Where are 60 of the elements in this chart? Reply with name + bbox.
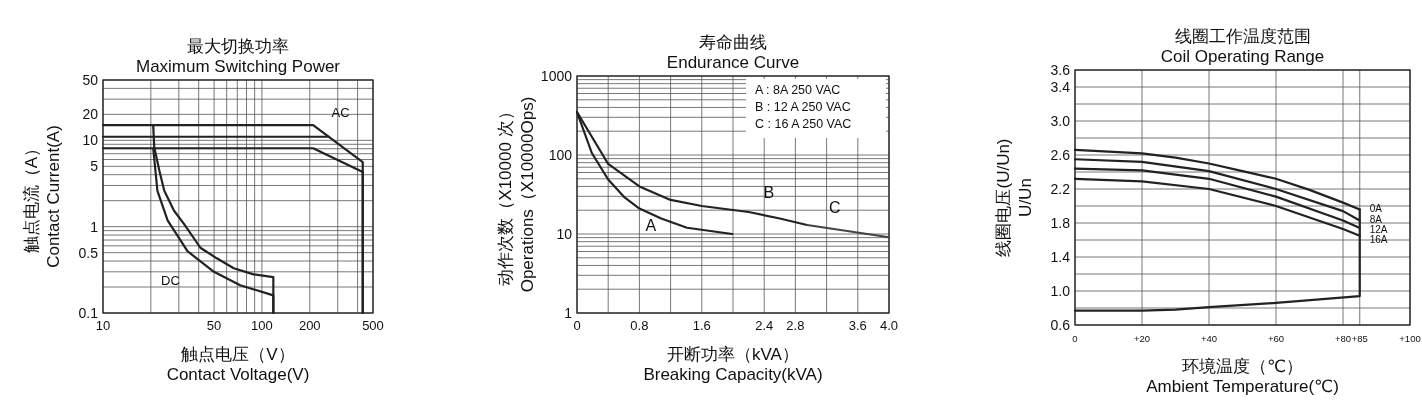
x-tick-label: 0.8 xyxy=(630,318,649,333)
y-tick-label: 1000 xyxy=(540,68,573,84)
y-tick-label: 3.0 xyxy=(1050,113,1071,129)
x-tick-label: 3.6 xyxy=(848,318,867,333)
x-tick-label: 1.6 xyxy=(692,318,711,333)
x-axis-title: 触点电压（V） Contact Voltage(V) xyxy=(166,345,310,384)
annotation: A : 8A 250 VAC xyxy=(755,83,841,97)
x-axis-title: 开断功率（kVA） Breaking Capacity(kVA) xyxy=(643,345,823,384)
x-tick-label: 100 xyxy=(251,318,273,333)
y-tick-label: 1 xyxy=(90,218,99,235)
annotation: AC xyxy=(331,105,350,121)
y-tick-label: 100 xyxy=(548,147,573,163)
y-tick-label: 1.8 xyxy=(1050,215,1071,231)
y-tick-label: 1.0 xyxy=(1050,283,1071,299)
x-tick-label: 500 xyxy=(362,318,384,333)
x-axis-title: 环境温度（℃） Ambient Temperature(℃) xyxy=(1146,357,1339,396)
y-tick-label: 3.4 xyxy=(1050,79,1071,95)
y-tick-label: 3.6 xyxy=(1050,62,1071,78)
x-tick-label: 2.4 xyxy=(755,318,774,333)
y-tick-label: 2.6 xyxy=(1050,147,1071,163)
x-tick-label: +40 xyxy=(1200,333,1218,344)
series-label: A xyxy=(645,216,657,234)
x-tick-label: +85 xyxy=(1351,333,1368,344)
series-label: C xyxy=(829,199,841,216)
x-tick-label: 0 xyxy=(573,318,581,333)
y-axis-title: 线圈电压(U/Un) U/Un xyxy=(994,138,1035,257)
chart-title: 最大切换功率 Maximum Switching Power xyxy=(135,37,341,76)
y-tick-label: 0.1 xyxy=(78,305,99,321)
y-axis-title: 触点电流（A） Contact Current(A) xyxy=(22,125,63,268)
x-tick-label: 50 xyxy=(206,318,222,333)
y-tick-label: 10 xyxy=(556,226,573,242)
x-tick-label: 200 xyxy=(298,318,321,333)
x-tick-label: +20 xyxy=(1133,333,1151,344)
x-tick-label: +100 xyxy=(1399,333,1421,344)
y-axis-title: 动作次数（X10000 次） Operations（X10000Ops) xyxy=(496,96,537,293)
y-tick-label: 20 xyxy=(82,106,99,123)
y-tick-label: 0.5 xyxy=(78,244,99,261)
series-label: B xyxy=(763,183,775,201)
y-tick-label: 10 xyxy=(82,132,99,149)
y-tick-label: 0.6 xyxy=(1050,317,1071,333)
x-tick-label: 2.8 xyxy=(786,318,805,333)
y-tick-label: 2.2 xyxy=(1050,181,1071,197)
annotation: C : 16 A 250 VAC xyxy=(755,117,852,131)
annotation: DC xyxy=(161,273,180,289)
x-tick-label: 0 xyxy=(1072,333,1078,344)
series-label: 16A xyxy=(1369,234,1388,246)
note-box: A : 8A 250 VAC B : 12 A 250 VAC C : 16 A 250 VAC xyxy=(746,79,886,138)
x-tick-label: +80 xyxy=(1334,333,1352,344)
chart-title: 寿命曲线 Endurance Curve xyxy=(666,33,800,72)
series-label: 8A xyxy=(1369,214,1383,226)
annotation: B : 12 A 250 VAC xyxy=(755,100,851,114)
series-label: 0A xyxy=(1369,203,1383,215)
y-tick-label: 1 xyxy=(564,305,573,321)
y-tick-label: 50 xyxy=(82,72,99,88)
y-tick-label: 5 xyxy=(90,158,99,175)
x-tick-label: +60 xyxy=(1267,333,1285,344)
x-tick-label: 4.0 xyxy=(879,318,899,333)
y-tick-label: 1.4 xyxy=(1050,249,1071,265)
series-label: 12A xyxy=(1369,224,1388,236)
chart-title: 线圈工作温度范围 Coil Operating Range xyxy=(1160,27,1325,66)
